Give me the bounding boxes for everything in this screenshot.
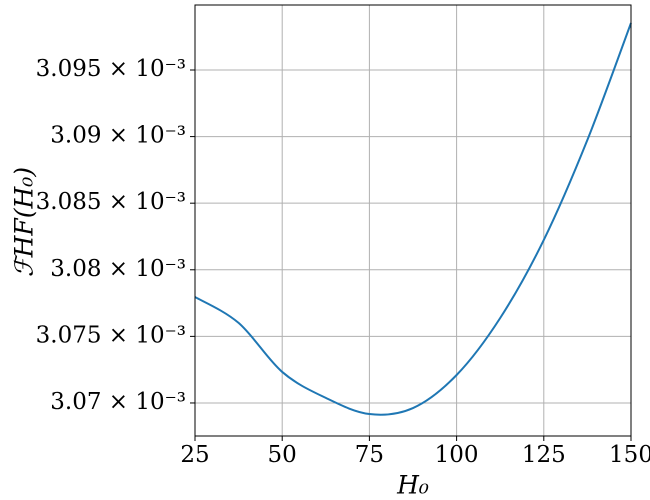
x-tick-label: 150 — [609, 442, 650, 468]
y-tick-label: 3.085 × 10⁻³ — [36, 189, 186, 215]
x-tick-label: 125 — [522, 442, 566, 468]
plot-frame — [194, 4, 632, 437]
x-tick-label: 50 — [268, 442, 297, 468]
line — [194, 22, 632, 416]
y-tick-label: 3.07 × 10⁻³ — [50, 389, 186, 415]
x-axis-label: H₀ — [396, 471, 429, 500]
y-tick-label: 3.09 × 10⁻³ — [50, 123, 186, 149]
x-tick-label: 25 — [180, 442, 209, 468]
y-tick-label: 3.08 × 10⁻³ — [50, 256, 186, 282]
y-tick-label: 3.095 × 10⁻³ — [36, 56, 186, 82]
x-tick-label: 75 — [355, 442, 384, 468]
y-tick-label: 3.075 × 10⁻³ — [36, 322, 186, 348]
x-tick-label: 100 — [435, 442, 479, 468]
y-axis-label: ℱHF(H₀) — [10, 167, 39, 277]
